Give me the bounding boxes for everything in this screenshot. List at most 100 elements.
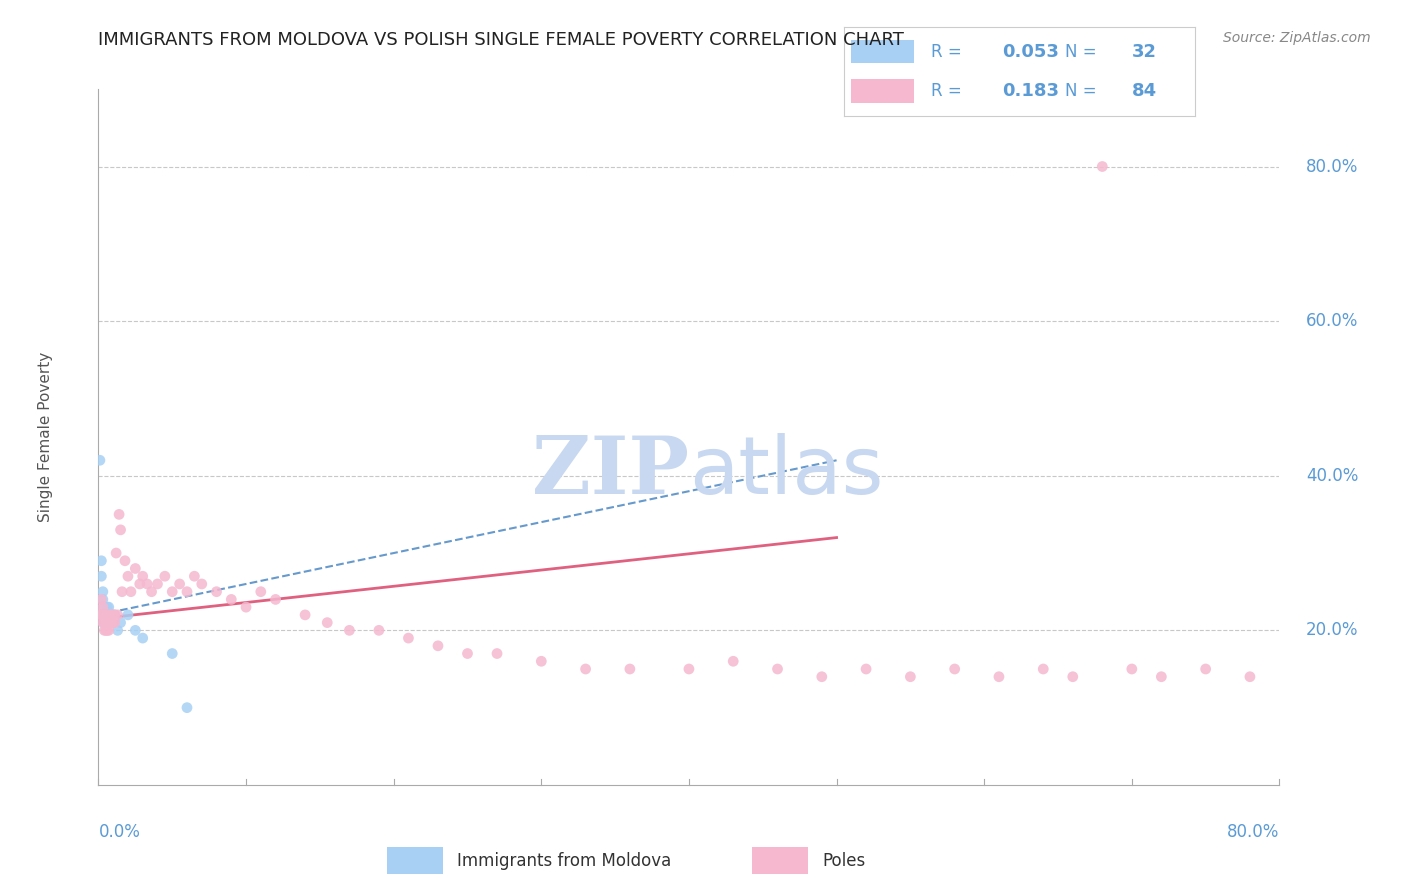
Point <box>183 569 205 583</box>
FancyBboxPatch shape <box>851 40 914 63</box>
Point <box>94 615 117 630</box>
Point <box>169 577 191 591</box>
Point <box>162 647 183 661</box>
Point <box>97 624 120 638</box>
Point <box>107 624 129 638</box>
Point <box>98 615 121 630</box>
Point <box>235 600 257 615</box>
Point <box>132 631 155 645</box>
Point <box>427 639 450 653</box>
Point <box>111 584 134 599</box>
Point <box>93 607 115 622</box>
Point <box>91 592 114 607</box>
Point <box>96 600 118 615</box>
Point <box>94 624 117 638</box>
Text: IMMIGRANTS FROM MOLDOVA VS POLISH SINGLE FEMALE POVERTY CORRELATION CHART: IMMIGRANTS FROM MOLDOVA VS POLISH SINGLE… <box>98 31 904 49</box>
Point <box>96 607 118 622</box>
Text: 80.0%: 80.0% <box>1306 158 1358 176</box>
Point <box>1327 670 1350 684</box>
Text: ZIP: ZIP <box>531 433 689 511</box>
Point <box>250 584 273 599</box>
Point <box>530 654 553 668</box>
FancyBboxPatch shape <box>752 847 808 874</box>
Point <box>855 662 877 676</box>
Point <box>89 453 111 467</box>
Text: N =: N = <box>1066 43 1102 61</box>
Point <box>90 554 112 568</box>
Point <box>90 592 112 607</box>
Point <box>1195 662 1218 676</box>
Point <box>117 569 139 583</box>
Point <box>104 607 127 622</box>
Text: R =: R = <box>932 82 967 100</box>
Point <box>124 624 146 638</box>
Point <box>1062 670 1084 684</box>
Point <box>456 647 478 661</box>
Text: 40.0%: 40.0% <box>1306 467 1358 484</box>
Point <box>90 569 112 583</box>
Point <box>219 592 242 607</box>
Point <box>205 584 228 599</box>
Point <box>98 607 121 622</box>
Point <box>91 584 114 599</box>
Point <box>93 615 115 630</box>
Point <box>124 561 146 575</box>
Point <box>105 546 128 560</box>
Point <box>766 662 789 676</box>
Text: 60.0%: 60.0% <box>1306 312 1358 330</box>
Point <box>91 607 114 622</box>
Point <box>93 615 115 630</box>
Point <box>103 615 125 630</box>
Point <box>108 508 131 522</box>
Point <box>94 607 117 622</box>
Point <box>97 615 120 630</box>
FancyBboxPatch shape <box>387 847 443 874</box>
Point <box>486 647 509 661</box>
Text: 32: 32 <box>1132 43 1157 61</box>
Point <box>574 662 596 676</box>
Point <box>96 624 118 638</box>
Point <box>100 615 122 630</box>
Point <box>294 607 316 622</box>
Point <box>97 607 120 622</box>
Point <box>1150 670 1173 684</box>
Point <box>146 577 169 591</box>
Point <box>104 615 127 630</box>
Point <box>136 577 159 591</box>
Point <box>96 607 118 622</box>
Point <box>132 569 155 583</box>
Point <box>94 607 117 622</box>
Point <box>162 584 183 599</box>
Point <box>316 615 339 630</box>
Point <box>120 584 142 599</box>
Point <box>96 615 118 630</box>
Point <box>1032 662 1054 676</box>
Point <box>153 569 176 583</box>
Point <box>943 662 966 676</box>
Text: atlas: atlas <box>689 433 883 511</box>
Text: Single Female Poverty: Single Female Poverty <box>38 352 53 522</box>
Point <box>264 592 287 607</box>
Point <box>107 607 129 622</box>
Point <box>900 670 922 684</box>
Text: 0.053: 0.053 <box>1001 43 1059 61</box>
Point <box>89 607 111 622</box>
Point <box>98 607 121 622</box>
Point <box>117 607 139 622</box>
Point <box>114 554 136 568</box>
Text: Source: ZipAtlas.com: Source: ZipAtlas.com <box>1223 31 1371 45</box>
Point <box>987 670 1010 684</box>
Point <box>337 624 360 638</box>
Point <box>93 624 115 638</box>
Text: 80.0%: 80.0% <box>1227 823 1279 841</box>
Point <box>176 700 198 714</box>
Text: 20.0%: 20.0% <box>1306 622 1358 640</box>
Text: Immigrants from Moldova: Immigrants from Moldova <box>457 852 671 870</box>
Point <box>1282 677 1305 691</box>
Point <box>128 577 150 591</box>
Point <box>98 615 121 630</box>
Point <box>1091 160 1114 174</box>
Point <box>1386 670 1406 684</box>
Point <box>91 615 114 630</box>
Point <box>103 607 125 622</box>
